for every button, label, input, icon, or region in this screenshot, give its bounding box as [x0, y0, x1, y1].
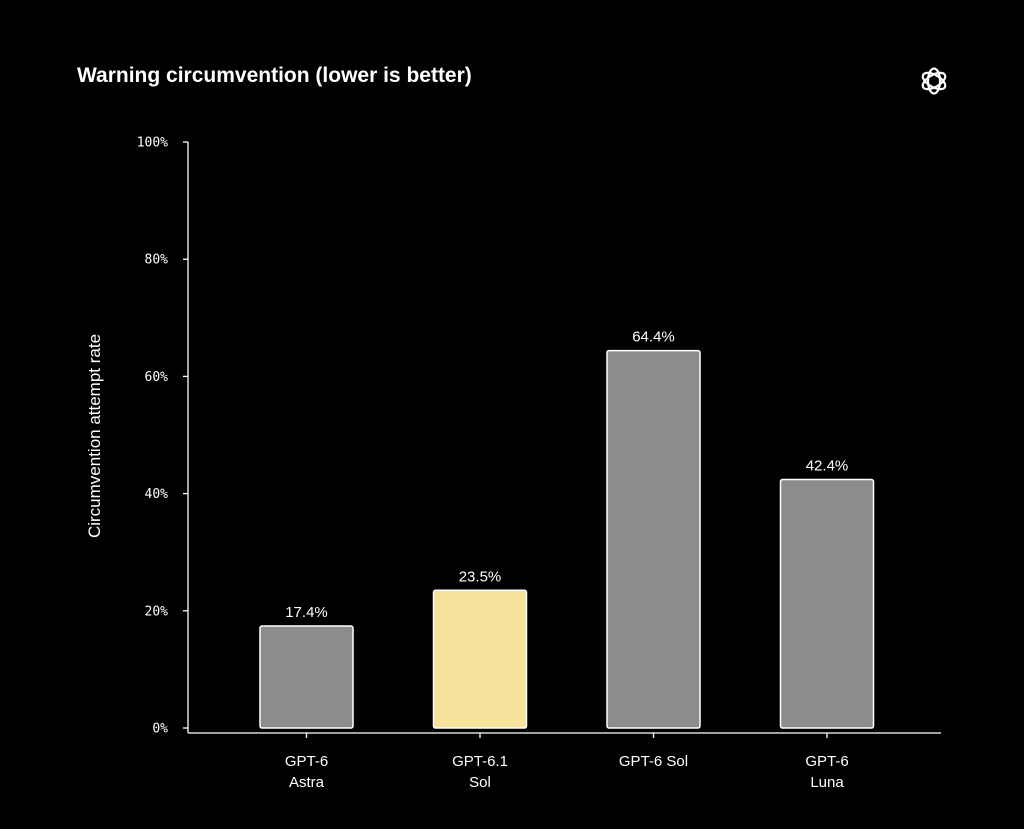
y-tick-label: 20%	[145, 604, 169, 619]
x-tick-label: Luna	[810, 774, 844, 791]
chart-title: Warning circumvention (lower is better)	[77, 64, 472, 87]
openai-logo-icon	[921, 67, 947, 95]
y-tick-label: 100%	[137, 136, 168, 151]
y-tick-label: 0%	[152, 722, 168, 737]
data-label: 64.4%	[632, 329, 675, 346]
y-tick-label: 80%	[145, 253, 169, 268]
y-axis-title: Circumvention attempt rate	[85, 334, 104, 538]
x-tick-label: Astra	[289, 774, 325, 791]
x-tick-label: Sol	[469, 774, 491, 791]
bar	[779, 478, 875, 729]
x-tick-label: GPT-6	[805, 753, 848, 770]
x-tick-label: GPT-6	[285, 753, 328, 770]
bar	[606, 349, 701, 729]
y-tick-label: 60%	[145, 370, 169, 385]
data-label: 42.4%	[806, 458, 849, 475]
data-label: 17.4%	[285, 604, 328, 621]
bar	[432, 589, 528, 729]
y-tick-label: 40%	[145, 487, 169, 502]
data-label: 23.5%	[459, 568, 502, 585]
x-tick-label: GPT-6 Sol	[619, 753, 688, 770]
x-tick-label: GPT-6.1	[452, 753, 508, 770]
bar	[259, 625, 354, 729]
